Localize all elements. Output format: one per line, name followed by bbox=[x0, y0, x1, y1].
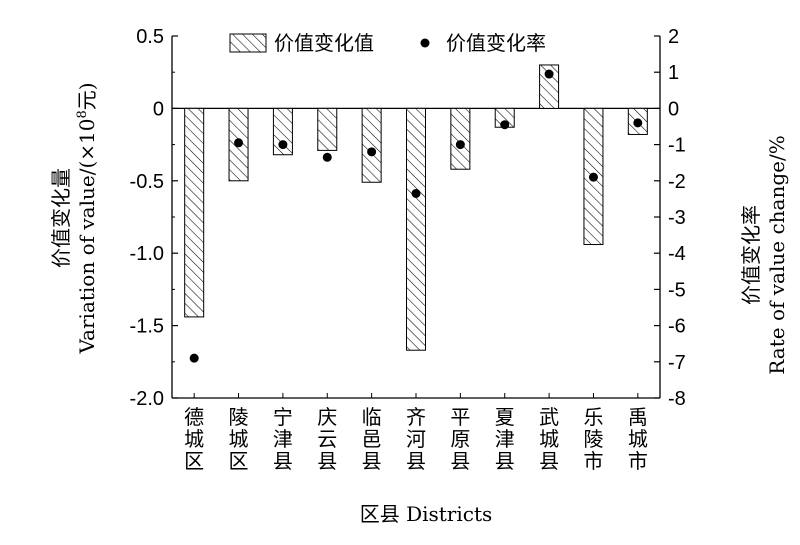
left-tick-label: 0.5 bbox=[136, 26, 164, 48]
rate-point bbox=[544, 69, 554, 79]
category-label: 陵城区 bbox=[229, 405, 249, 473]
right-tick-label: -6 bbox=[668, 316, 686, 338]
right-tick-label: 2 bbox=[668, 26, 679, 48]
x-axis-title: 区县 Districts bbox=[360, 502, 493, 526]
legend-dot-label: 价值变化率 bbox=[446, 31, 546, 55]
right-tick-label: -5 bbox=[668, 279, 686, 301]
bar bbox=[539, 64, 560, 109]
rate-point bbox=[411, 188, 421, 198]
bar-series bbox=[184, 64, 648, 351]
right-tick-label: -8 bbox=[668, 388, 686, 410]
y2-axis-title: 价值变化率 Rate of value change/% bbox=[739, 135, 789, 374]
rate-point bbox=[189, 353, 199, 363]
y-axis-title: 价值变化量 Variation of value/(×108元) bbox=[49, 82, 99, 354]
category-label: 宁津县 bbox=[273, 405, 293, 473]
bar bbox=[406, 107, 426, 351]
category-label: 平原县 bbox=[450, 405, 470, 473]
rate-point bbox=[633, 118, 643, 128]
category-label: 齐河县 bbox=[406, 405, 426, 473]
right-tick-label: 0 bbox=[668, 98, 679, 120]
rate-point bbox=[500, 120, 510, 130]
right-tick-label: -1 bbox=[668, 135, 686, 157]
bar bbox=[361, 107, 382, 183]
y-axis-title-cn: 价值变化量 bbox=[49, 168, 73, 268]
category-label: 乐陵市 bbox=[583, 405, 603, 473]
category-label: 禹城市 bbox=[628, 405, 648, 473]
category-axis: 德城区 陵城区 宁津县 庆云县 临邑县 齐河县 平原县 夏津县 武城县 乐陵市 禹城市 bbox=[184, 393, 648, 473]
left-tick-label: -2.0 bbox=[130, 388, 164, 410]
bar bbox=[184, 107, 205, 318]
y-axis-title-en: Variation of value/(×108元) bbox=[75, 82, 99, 354]
rate-point bbox=[278, 140, 288, 150]
right-tick-label: -2 bbox=[668, 171, 686, 193]
right-tick-label: -4 bbox=[668, 243, 686, 265]
rate-point bbox=[322, 152, 332, 162]
right-axis: 2 1 0 -1 -2 -3 -4 -5 -6 -7 -8 bbox=[654, 26, 686, 410]
left-tick-label: 0 bbox=[153, 98, 164, 120]
right-tick-label: 1 bbox=[668, 62, 679, 84]
right-tick-label: -3 bbox=[668, 207, 686, 229]
left-tick-label: -1.0 bbox=[130, 243, 164, 265]
category-label: 武城县 bbox=[539, 405, 559, 473]
left-tick-label: -0.5 bbox=[130, 171, 164, 193]
rate-point bbox=[367, 147, 377, 157]
legend: 价值变化值 价值变化率 bbox=[229, 31, 546, 55]
legend-bar-swatch bbox=[229, 33, 267, 53]
rate-point bbox=[588, 172, 598, 182]
y2-axis-title-cn: 价值变化率 bbox=[739, 205, 763, 305]
left-axis: 0.5 0 -0.5 -1.0 -1.5 -2.0 bbox=[130, 26, 178, 410]
legend-bar-label: 价值变化值 bbox=[274, 31, 374, 55]
y2-axis-title-en: Rate of value change/% bbox=[765, 135, 789, 374]
bar bbox=[317, 107, 338, 151]
category-label: 庆云县 bbox=[317, 405, 337, 473]
category-label: 德城区 bbox=[184, 405, 204, 473]
rate-point bbox=[234, 138, 244, 148]
category-label: 夏津县 bbox=[495, 405, 515, 473]
right-tick-label: -7 bbox=[668, 352, 686, 374]
category-label: 临邑县 bbox=[362, 405, 382, 473]
bar bbox=[450, 107, 471, 170]
bar bbox=[272, 107, 293, 156]
left-tick-label: -1.5 bbox=[130, 316, 164, 338]
dot-series bbox=[189, 69, 643, 363]
rate-point bbox=[455, 140, 465, 150]
legend-dot-marker bbox=[420, 38, 430, 48]
